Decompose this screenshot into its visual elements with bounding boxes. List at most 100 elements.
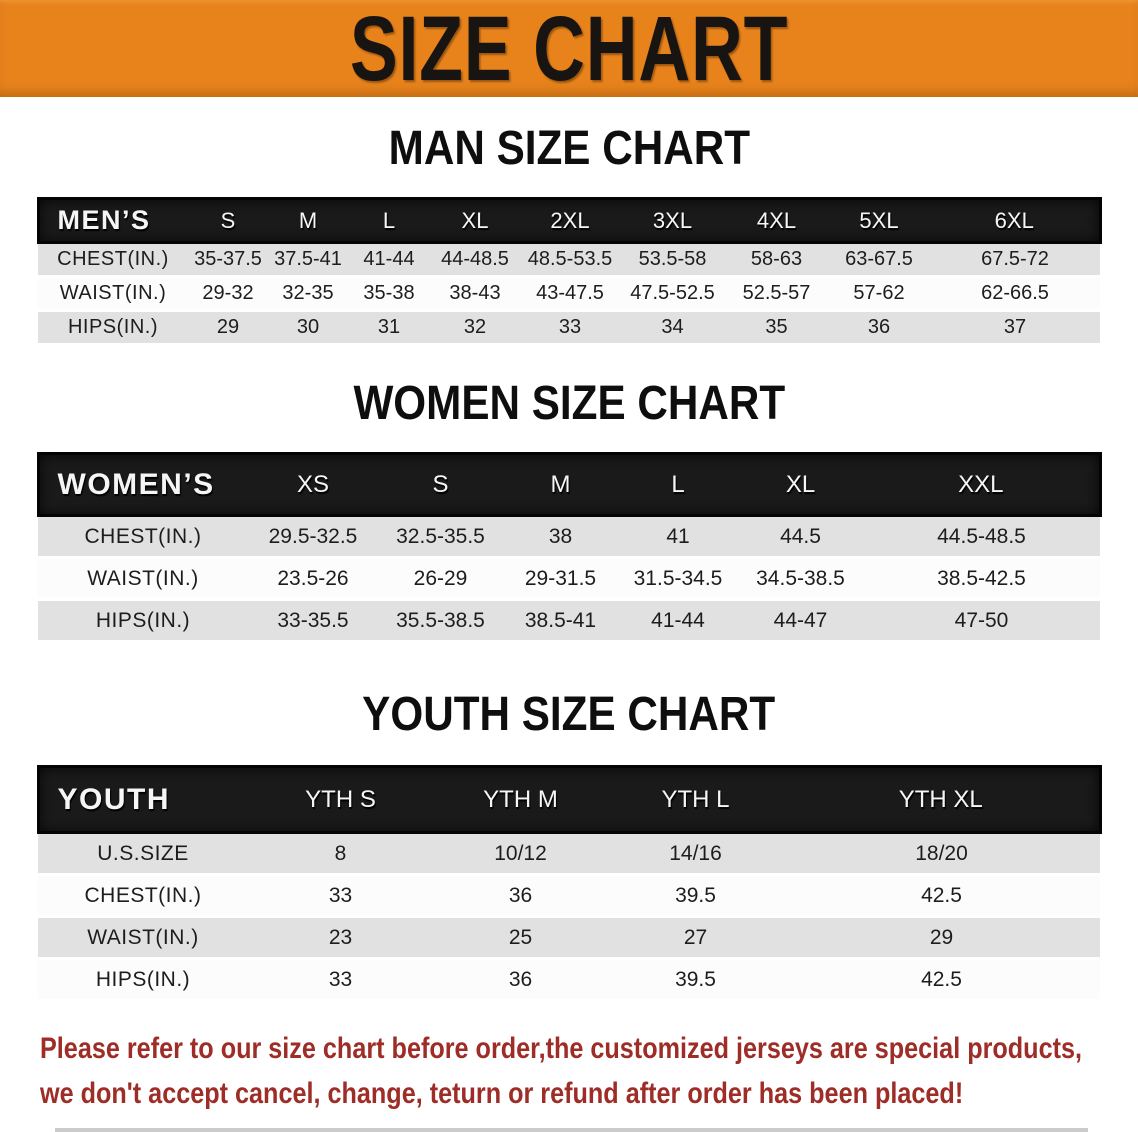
size-value-cell: 38.5-41 <box>524 608 597 632</box>
youth-section-heading: YOUTH SIZE CHART <box>0 691 1138 739</box>
table-header-row: YOUTH YTH S YTH M YTH L YTH XL <box>38 766 1100 833</box>
size-value-cell: 58-63 <box>750 248 803 270</box>
size-column-header: YTH XL <box>898 785 983 813</box>
size-value-cell: 26-29 <box>413 566 468 590</box>
size-value-cell: 37.5-41 <box>274 248 342 270</box>
row-label: CHEST(IN.) <box>57 248 169 270</box>
size-value-cell: 62-66.5 <box>981 282 1049 304</box>
size-value-cell: 35 <box>765 316 788 338</box>
size-value-cell: 29 <box>216 316 240 338</box>
size-column-header: XXL <box>958 470 1004 498</box>
measurement-row: HIPS(IN.) 33-35.5 35.5-38.5 38.5-41 41-44 44-… <box>38 599 1100 642</box>
size-column-header: XL <box>461 207 489 233</box>
size-value-cell: 44.5 <box>780 524 821 548</box>
size-column-header: XS <box>296 470 329 498</box>
size-column-header: 3XL <box>652 207 693 233</box>
measurement-row: CHEST(IN.) 29.5-32.5 32.5-35.5 38 41 44.5 44.5… <box>38 515 1100 558</box>
size-value-cell: 47.5-52.5 <box>630 282 715 304</box>
size-value-cell: 23.5-26 <box>277 566 349 590</box>
men-size-section: MAN SIZE CHART MEN’S S M L XL 2XL 3XL 4XL 5XL 6XL C… <box>0 125 1138 346</box>
size-column-header: L <box>671 470 685 498</box>
measurement-row: U.S.SIZE 8 10/12 14/16 18/20 <box>38 832 1100 875</box>
men-table-title: MEN’S <box>57 205 151 235</box>
size-value-cell: 29-31.5 <box>524 566 597 590</box>
size-value-cell: 34 <box>661 316 684 338</box>
row-label: WAIST(IN.) <box>87 925 199 949</box>
size-value-cell: 27 <box>683 925 708 949</box>
size-value-cell: 35-37.5 <box>194 248 262 270</box>
row-label: WAIST(IN.) <box>59 282 167 304</box>
size-value-cell: 52.5-57 <box>742 282 811 304</box>
youth-size-section: YOUTH SIZE CHART YOUTH YTH S YTH M YTH L YTH … <box>0 691 1138 1002</box>
men-size-table: MEN’S S M L XL 2XL 3XL 4XL 5XL 6XL CHEST(IN.) 35-37… <box>37 197 1102 346</box>
size-value-cell: 57-62 <box>853 282 905 304</box>
size-column-header: 5XL <box>859 207 899 233</box>
table-header-row: WOMEN’S XS S M L XL XXL <box>38 453 1100 516</box>
size-value-cell: 8 <box>334 841 347 865</box>
measurement-row: WAIST(IN.) 23 25 27 29 <box>38 916 1100 959</box>
disclaimer-line: we don't accept cancel, change, teturn o… <box>40 1071 1138 1116</box>
size-value-cell: 36 <box>867 316 891 338</box>
size-value-cell: 34.5-38.5 <box>756 566 845 590</box>
disclaimer-line: Please refer to our size chart before or… <box>40 1026 1138 1071</box>
size-value-cell: 33 <box>558 316 582 338</box>
size-column-header: XL <box>785 470 816 498</box>
size-value-cell: 36 <box>508 967 533 991</box>
measurement-row: HIPS(IN.) 29 30 31 32 33 34 35 36 37 <box>38 310 1100 345</box>
row-label: HIPS(IN.) <box>95 967 191 991</box>
size-value-cell: 38-43 <box>449 282 501 304</box>
size-value-cell: 39.5 <box>675 883 716 907</box>
size-value-cell: 32-35 <box>282 282 334 304</box>
size-column-header: S <box>220 207 236 233</box>
section-heading-text: WOMEN SIZE CHART <box>353 377 785 430</box>
disclaimer-line-2-text: we don't accept cancel, change, teturn o… <box>40 1077 964 1110</box>
women-table-title: WOMEN’S <box>57 467 215 501</box>
size-value-cell: 42.5 <box>921 967 962 991</box>
size-value-cell: 43-47.5 <box>536 282 604 304</box>
section-heading-text: YOUTH SIZE CHART <box>362 688 776 741</box>
size-value-cell: 63-67.5 <box>845 248 913 270</box>
size-value-cell: 33 <box>328 967 353 991</box>
size-value-cell: 14/16 <box>669 841 722 865</box>
disclaimer-line-1-text: Please refer to our size chart before or… <box>40 1032 1083 1065</box>
size-value-cell: 41 <box>666 524 690 548</box>
size-chart-sections: MAN SIZE CHART MEN’S S M L XL 2XL 3XL 4XL 5XL 6XL C… <box>0 125 1138 1002</box>
size-value-cell: 30 <box>296 316 320 338</box>
size-value-cell: 38 <box>548 524 573 548</box>
size-value-cell: 31.5-34.5 <box>633 566 723 590</box>
size-value-cell: 32.5-35.5 <box>396 524 485 548</box>
banner-title: SIZE CHART <box>349 0 789 100</box>
row-label: CHEST(IN.) <box>84 524 202 548</box>
women-section-heading: WOMEN SIZE CHART <box>0 380 1138 428</box>
size-column-header: 4XL <box>756 207 797 233</box>
section-heading-text: MAN SIZE CHART <box>388 122 750 175</box>
size-column-header: 6XL <box>994 207 1034 233</box>
women-size-table: WOMEN’S XS S M L XL XXL CHEST(IN.) 29.5-32.5 32.5… <box>37 452 1102 643</box>
size-value-cell: 47-50 <box>954 608 1009 632</box>
size-column-header: S <box>432 470 449 498</box>
size-value-cell: 44.5-48.5 <box>937 524 1026 548</box>
size-value-cell: 29-32 <box>202 282 254 304</box>
youth-table-title: YOUTH <box>57 782 170 816</box>
size-value-cell: 41-44 <box>363 248 415 270</box>
size-column-header: L <box>382 207 396 233</box>
size-column-header: M <box>550 470 571 498</box>
disclaimer: Please refer to our size chart before or… <box>40 1026 1138 1116</box>
size-value-cell: 44-48.5 <box>441 248 509 270</box>
row-label: CHEST(IN.) <box>84 883 202 907</box>
measurement-row: WAIST(IN.) 29-32 32-35 35-38 38-43 43-47.5 47.… <box>38 276 1100 311</box>
size-column-header: YTH S <box>305 785 376 813</box>
row-label: HIPS(IN.) <box>67 316 159 338</box>
row-label: WAIST(IN.) <box>87 566 199 590</box>
measurement-row: HIPS(IN.) 33 36 39.5 42.5 <box>38 958 1100 1001</box>
size-value-cell: 38.5-42.5 <box>937 566 1026 590</box>
size-value-cell: 41-44 <box>651 608 705 632</box>
size-value-cell: 31 <box>377 316 401 338</box>
size-value-cell: 35.5-38.5 <box>396 608 485 632</box>
measurement-row: CHEST(IN.) 33 36 39.5 42.5 <box>38 874 1100 917</box>
size-value-cell: 10/12 <box>494 841 547 865</box>
size-value-cell: 42.5 <box>921 883 962 907</box>
size-column-header: M <box>298 207 318 233</box>
row-label: HIPS(IN.) <box>95 608 191 632</box>
